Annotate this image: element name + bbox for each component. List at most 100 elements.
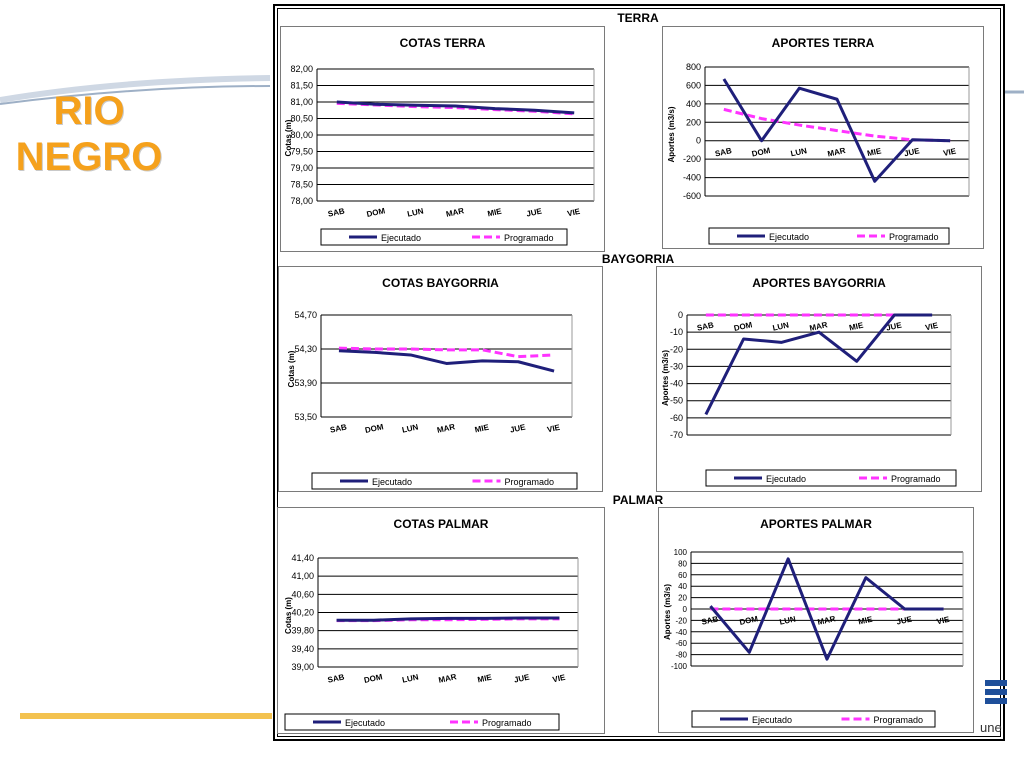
y-axis-label: Aportes (m3/s)	[663, 584, 672, 640]
y-tick-label: 54,70	[294, 310, 317, 320]
y-tick-label: 600	[686, 80, 701, 90]
x-tick-label: MAR	[809, 320, 829, 333]
y-tick-label: 79,50	[290, 147, 313, 157]
y-tick-label: 0	[696, 136, 701, 146]
series-line-ejecutado	[336, 100, 575, 115]
y-tick-label: 39,40	[291, 644, 314, 654]
y-tick-label: 400	[686, 99, 701, 109]
x-tick-label: MAR	[827, 146, 847, 159]
x-tick-label: VIE	[552, 673, 567, 685]
charts-inner-frame	[277, 8, 1001, 737]
x-tick-label: LUN	[790, 146, 808, 158]
x-tick-label: SAB	[327, 206, 346, 218]
chart-aportes-baygorria: APORTES BAYGORRIA 0 -10 -20 -30 -40 -50 -60 -70 S…	[661, 276, 957, 487]
panel-aportes-baygorria: APORTES BAYGORRIA 0 -10 -20 -30 -40 -50 -60 -70 S…	[656, 266, 982, 492]
y-tick-label: 41,40	[291, 553, 314, 563]
x-tick-label: VIE	[566, 207, 581, 219]
x-tick-label: DOM	[733, 320, 753, 333]
legend-box	[284, 713, 560, 731]
legend-label-programado: Programado	[504, 233, 554, 243]
x-tick-label: SAB	[329, 422, 348, 434]
x-tick-label: SAB	[327, 672, 346, 684]
y-tick-label: 79,00	[290, 163, 313, 173]
legend-box	[691, 710, 936, 728]
chart-cotas-terra: COTAS TERRA 82,00 81,50 81,00 80,50 80,00 79,5…	[284, 36, 595, 246]
x-tick-label: LUN	[406, 206, 424, 218]
y-axis-label: Aportes (m3/s)	[667, 106, 676, 162]
y-axis-label: Cotas (m)	[284, 119, 293, 156]
chart-title: APORTES TERRA	[772, 36, 875, 50]
panel-aportes-terra: APORTES TERRA 800 600 400 200 0 -200 -400 -600 SA…	[662, 26, 984, 249]
x-tick-label: JUE	[896, 614, 914, 626]
y-tick-label: 800	[686, 62, 701, 72]
y-tick-label: 41,00	[291, 571, 314, 581]
x-tick-label: DOM	[751, 146, 771, 159]
y-tick-label: -100	[671, 662, 688, 671]
x-tick-label: DOM	[739, 614, 759, 627]
x-tick-label: JUE	[509, 422, 527, 434]
y-tick-label: 78,00	[290, 196, 313, 206]
x-tick-label: VIE	[936, 615, 951, 627]
y-axis-label: Aportes (m3/s)	[661, 350, 670, 406]
y-tick-label: 78,50	[290, 180, 313, 190]
y-tick-label: 80,50	[290, 114, 313, 124]
legend-box	[708, 227, 950, 245]
slide-title-line1: RIO	[53, 89, 125, 133]
x-tick-label: SAB	[701, 614, 720, 626]
legend-label-programado: Programado	[889, 232, 939, 242]
y-tick-label: -400	[683, 173, 701, 183]
section-title-terra: TERRA	[617, 11, 659, 25]
y-tick-label: 40,60	[291, 589, 314, 599]
x-tick-label: DOM	[366, 206, 386, 219]
y-tick-label: 81,50	[290, 81, 313, 91]
series-line-ejecutado	[336, 616, 560, 622]
chart-title: COTAS PALMAR	[394, 517, 489, 531]
y-tick-label: -40	[670, 379, 683, 389]
x-tick-label: MIE	[487, 207, 503, 219]
y-tick-label: 54,30	[294, 344, 317, 354]
y-tick-label: 80,00	[290, 130, 313, 140]
y-tick-label: 53,50	[294, 412, 317, 422]
slide-title: RIO NEGRO	[14, 88, 164, 180]
y-tick-label: 200	[686, 117, 701, 127]
brand-text: une	[980, 720, 1002, 735]
y-tick-label: 53,90	[294, 378, 317, 388]
y-axis-label: Cotas (m)	[284, 597, 293, 634]
brand-logo-icon	[985, 680, 1007, 704]
legend-label-programado: Programado	[874, 715, 924, 725]
x-tick-label: LUN	[401, 672, 419, 684]
x-tick-label: VIE	[546, 423, 561, 435]
chart-title: COTAS BAYGORRIA	[382, 276, 499, 290]
x-tick-label: JUE	[526, 206, 544, 218]
y-tick-label: -40	[675, 628, 687, 637]
slide-title-line2: NEGRO	[15, 135, 163, 179]
x-tick-label: MIE	[857, 615, 873, 627]
y-tick-label: 0	[683, 605, 688, 614]
x-tick-label: MAR	[445, 206, 465, 219]
x-tick-label: MAR	[436, 422, 456, 435]
section-title-baygorria: BAYGORRIA	[601, 252, 675, 266]
x-tick-label: LUN	[779, 614, 797, 626]
y-tick-label: -20	[670, 344, 683, 354]
x-tick-label: MIE	[477, 673, 493, 685]
x-tick-label: JUE	[903, 146, 921, 158]
panel-aportes-palmar: APORTES PALMAR 100 80 60 40 20 0 -20 -40 -60 -80 -1…	[658, 507, 974, 733]
y-tick-label: -30	[670, 361, 683, 371]
legend-label-programado: Programado	[482, 718, 532, 728]
y-tick-label: -200	[683, 154, 701, 164]
y-axis-label: Cotas (m)	[287, 350, 296, 387]
x-tick-label: JUE	[513, 672, 531, 684]
legend-label-ejecutado: Ejecutado	[766, 474, 806, 484]
y-tick-label: 80	[678, 559, 687, 568]
x-tick-label: MIE	[848, 321, 864, 333]
y-tick-label: -10	[670, 327, 683, 337]
y-tick-label: 39,00	[291, 662, 314, 672]
x-tick-label: MAR	[438, 672, 458, 685]
y-tick-label: 100	[674, 548, 688, 557]
legend-label-ejecutado: Ejecutado	[345, 718, 385, 728]
chart-cotas-palmar: COTAS PALMAR 41,40 41,00 40,60 40,20 39,80 39,…	[284, 517, 579, 731]
chart-aportes-terra: APORTES TERRA 800 600 400 200 0 -200 -400 -600 SA…	[667, 36, 970, 245]
y-tick-label: -600	[683, 191, 701, 201]
legend-label-ejecutado: Ejecutado	[769, 232, 809, 242]
